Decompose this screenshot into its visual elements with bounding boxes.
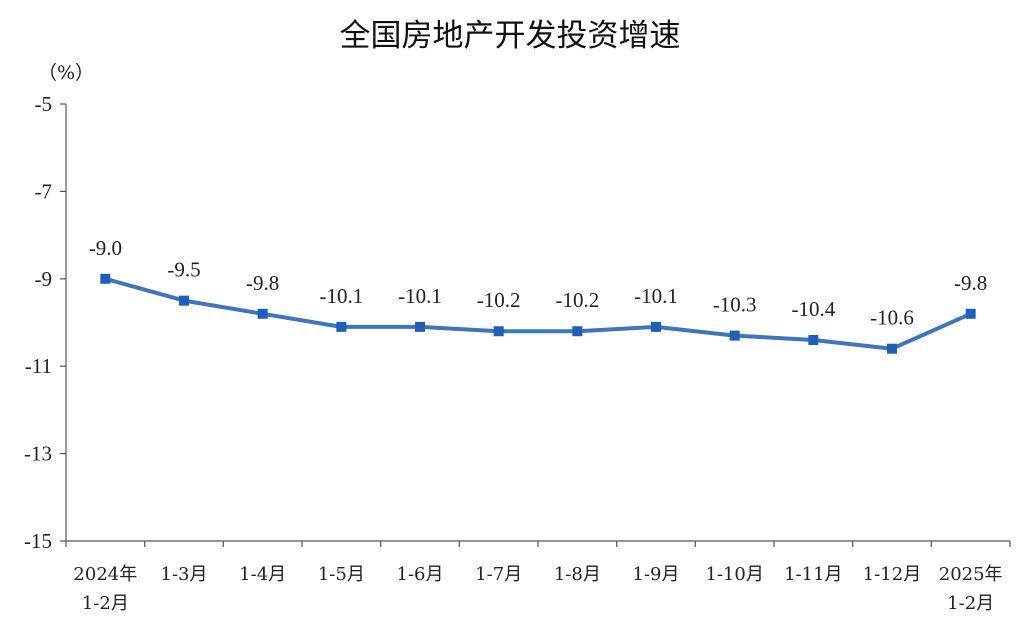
y-tick-label: -7 <box>35 179 53 203</box>
data-point <box>651 321 661 332</box>
data-point <box>808 334 819 345</box>
data-label: -9.5 <box>167 258 200 282</box>
x-tick-label: 1-7月 <box>475 564 522 585</box>
data-point <box>729 330 740 341</box>
series <box>100 273 976 354</box>
data-point <box>572 326 583 337</box>
data-point <box>257 308 268 319</box>
data-point <box>100 273 111 284</box>
chart-title: 全国房地产开发投资增速 <box>340 18 681 54</box>
x-tick-label: 2024年 1-2月 <box>73 564 137 614</box>
data-label: -10.6 <box>870 306 914 330</box>
y-unit-label: （%） <box>38 62 94 84</box>
x-tick-label: 1-5月 <box>318 564 365 585</box>
series-line <box>103 276 973 351</box>
data-point <box>965 308 976 319</box>
data-label: -9.8 <box>954 271 987 295</box>
y-axis-ticks: -5 -7 -9 -11 -13 -15 <box>24 92 66 553</box>
data-point <box>336 321 347 332</box>
data-label: -10.1 <box>319 284 363 308</box>
x-tick-label: 1-12月 <box>863 564 921 585</box>
data-label: -10.2 <box>477 288 521 312</box>
x-tick-label: 1-6月 <box>397 564 444 585</box>
y-tick-label: -13 <box>24 442 52 466</box>
axes <box>65 104 1010 542</box>
data-labels: -9.0 -9.5 -9.8 -10.1 -10.1 -10.2 -10.2 -10.1 -10… <box>89 236 988 330</box>
data-label: -9.0 <box>89 236 122 260</box>
data-label: -10.4 <box>791 297 835 321</box>
y-tick-label: -15 <box>24 529 52 553</box>
data-label: -10.1 <box>398 284 442 308</box>
x-tick-label: 1-10月 <box>705 564 763 585</box>
data-label: -10.1 <box>634 284 678 308</box>
data-label: -10.2 <box>555 288 599 312</box>
x-tick-label: 1-4月 <box>239 564 286 585</box>
data-label: -9.8 <box>246 271 279 295</box>
data-label: -10.3 <box>713 293 757 317</box>
data-point <box>415 321 425 332</box>
x-tick-label: 1-11月 <box>784 564 842 585</box>
data-point <box>887 343 897 354</box>
x-tick-label: 2025年 1-2月 <box>939 564 1003 614</box>
y-tick-label: -11 <box>25 354 52 378</box>
x-tick-label: 1-3月 <box>161 564 208 585</box>
data-point <box>179 295 189 306</box>
x-axis-ticks: 2024年 1-2月 1-3月 1-4月 1-5月 1-6月 1-7月 1-8月 1-9月 1-1… <box>65 541 1011 614</box>
x-tick-label: 1-8月 <box>554 564 601 585</box>
data-point <box>493 326 504 337</box>
x-tick-label: 1-9月 <box>633 564 680 585</box>
y-tick-label: -5 <box>35 92 53 116</box>
y-tick-label: -9 <box>35 267 53 291</box>
